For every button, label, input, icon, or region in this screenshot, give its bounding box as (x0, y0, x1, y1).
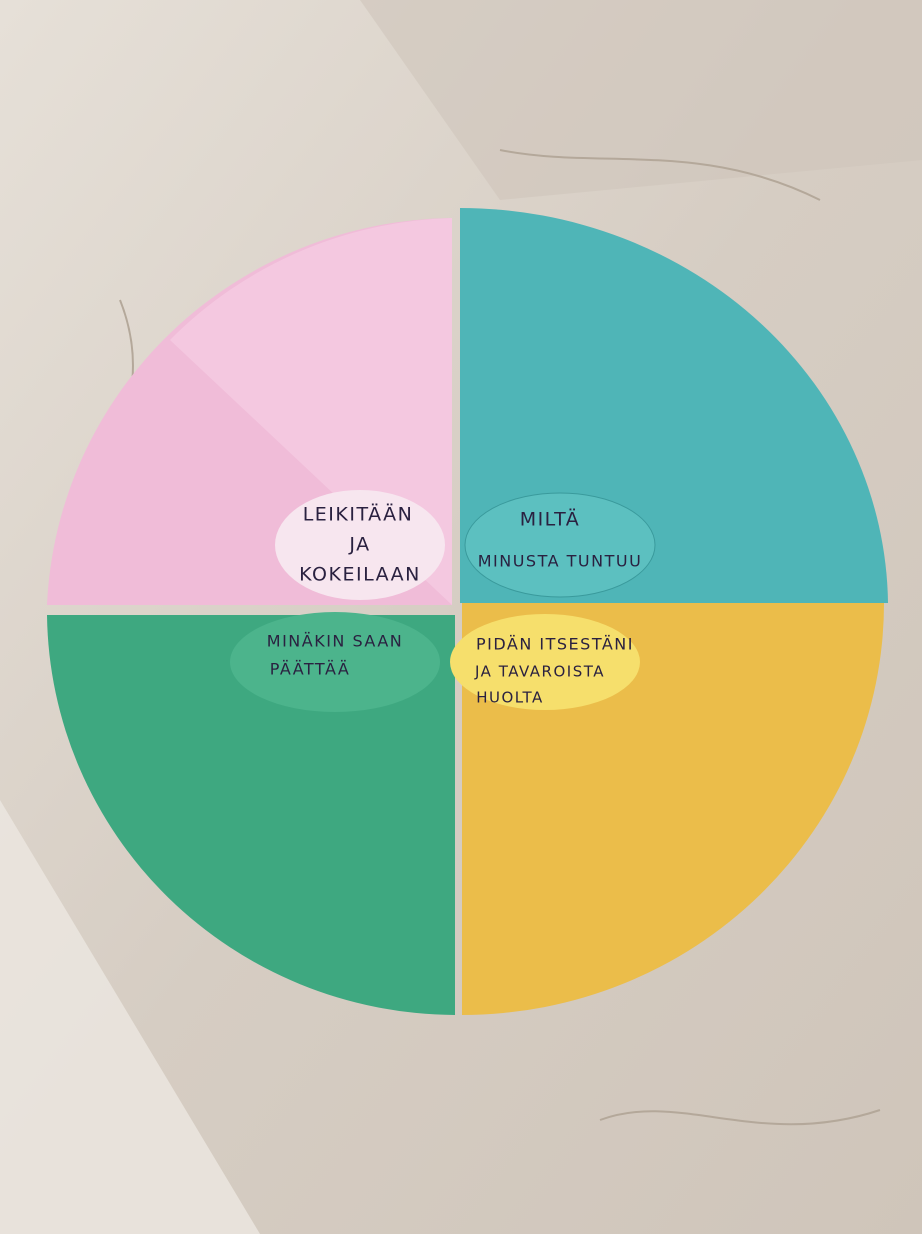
label-card (230, 612, 440, 712)
label-card (464, 492, 656, 598)
green-quadrant (47, 615, 455, 1015)
floor-tile (0, 800, 260, 1234)
quadrant-label: MILTÄ (520, 508, 581, 531)
quadrant-label: MINUSTA TUNTUU (478, 552, 643, 571)
quadrant-label: JA TAVAROISTA (474, 663, 605, 681)
label-card (450, 614, 640, 710)
quadrant-label: JA (348, 534, 370, 556)
quadrant-label: HUOLTA (476, 689, 544, 707)
label-card (275, 490, 445, 600)
quadrant-label: MINÄKIN SAAN (267, 632, 403, 651)
quadrant-label: KOKEILAAN (299, 564, 421, 586)
quadrant-label: LEIKITÄÄN (303, 503, 414, 526)
quadrant-label: PÄÄTTÄÄ (270, 660, 351, 679)
quadrant-label: PIDÄN ITSESTÄNI (476, 635, 634, 654)
